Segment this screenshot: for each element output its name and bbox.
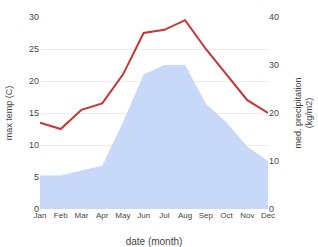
svg-text:Oct: Oct	[220, 211, 233, 220]
svg-text:25: 25	[29, 44, 39, 54]
svg-text:0: 0	[34, 204, 39, 214]
svg-text:20: 20	[29, 76, 39, 86]
svg-text:Nov: Nov	[240, 211, 254, 220]
svg-text:5: 5	[34, 172, 39, 182]
svg-text:Apr: Apr	[96, 211, 109, 220]
svg-text:20: 20	[269, 108, 279, 118]
svg-text:Aug: Aug	[178, 211, 192, 220]
svg-text:Sep: Sep	[199, 211, 214, 220]
svg-text:10: 10	[29, 140, 39, 150]
svg-text:Feb: Feb	[54, 211, 68, 220]
svg-text:Jun: Jun	[137, 211, 150, 220]
svg-text:40: 40	[269, 12, 279, 22]
svg-text:max temp (C): max temp (C)	[4, 86, 14, 141]
svg-text:date (month): date (month)	[126, 236, 183, 247]
svg-text:10: 10	[269, 156, 279, 166]
svg-text:Jul: Jul	[159, 211, 169, 220]
svg-text:15: 15	[29, 108, 39, 118]
svg-text:May: May	[115, 211, 130, 220]
svg-text:Dec: Dec	[261, 211, 275, 220]
svg-text:30: 30	[269, 60, 279, 70]
svg-text:med. precipitation(kg/m2): med. precipitation(kg/m2)	[293, 77, 315, 148]
svg-text:0: 0	[269, 204, 274, 214]
svg-text:Jan: Jan	[34, 211, 47, 220]
svg-text:Mar: Mar	[75, 211, 89, 220]
svg-text:30: 30	[29, 12, 39, 22]
